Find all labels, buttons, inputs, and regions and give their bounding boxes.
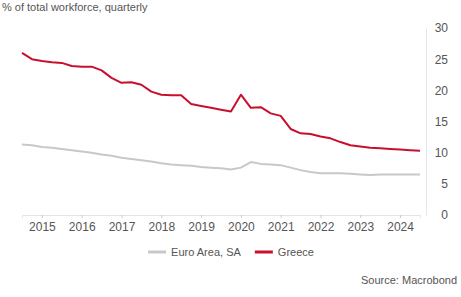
y-tick-label: 30 [435, 21, 449, 35]
x-tick-label: 2024 [387, 220, 414, 234]
x-tick-label: 2023 [347, 220, 374, 234]
chart: % of total workforce, quarterly051015202… [0, 0, 461, 297]
x-tick-label: 2015 [29, 220, 56, 234]
y-axis: 0 5 10 15 20 25 30 [426, 21, 448, 222]
legend-swatch [148, 251, 166, 254]
legend-item: Greece [255, 246, 314, 258]
x-tick: 2019 [188, 215, 215, 234]
x-tick: 2020 [228, 215, 255, 234]
series-line [22, 145, 420, 176]
x-tick-mark [201, 215, 202, 218]
x-tick: 2023 [347, 215, 374, 234]
y-tick: 10 [426, 146, 448, 160]
y-tick: 0 [426, 208, 448, 222]
x-tick-mark [241, 215, 242, 218]
y-tick: 20 [426, 84, 448, 98]
y-tick: 5 [426, 177, 448, 191]
x-tick-mark [122, 215, 123, 218]
y-tick-label: 25 [435, 53, 449, 67]
x-tick: 2024 [387, 215, 414, 234]
x-tick-label: 2019 [188, 220, 215, 234]
x-tick-label: 2016 [69, 220, 96, 234]
y-tick: 30 [426, 21, 448, 35]
x-tick: 2018 [148, 215, 175, 234]
y-axis-line [426, 29, 427, 216]
x-tick-label: 2018 [148, 220, 175, 234]
x-axis: 2015 2016 2017 2018 2019 2020 2021 2022 2023 2024 [23, 215, 421, 234]
x-tick-mark [42, 215, 43, 218]
y-tick-label: 5 [441, 177, 448, 191]
x-tick: 2015 [29, 215, 56, 234]
x-tick: 2017 [109, 215, 136, 234]
legend-item: Euro Area, SA [148, 246, 241, 258]
y-tick: 25 [426, 53, 448, 67]
x-tick-mark [360, 215, 361, 218]
x-tick: 2022 [308, 215, 335, 234]
x-tick-label: 2020 [228, 220, 255, 234]
series-line [22, 53, 420, 151]
y-label: % of total workforce, quarterly [2, 1, 148, 13]
x-tick-mark [400, 215, 401, 218]
x-axis-line [23, 216, 421, 219]
y-tick: 15 [426, 115, 448, 129]
lines [22, 53, 420, 175]
x-tick-mark [161, 215, 162, 218]
y-tick-label: 20 [435, 84, 449, 98]
x-tick-mark [82, 215, 83, 218]
legend-label: Greece [278, 246, 314, 258]
legend-label: Euro Area, SA [171, 246, 241, 258]
x-tick: 2021 [268, 215, 295, 234]
source: Source: Macrobond [361, 274, 457, 286]
y-tick-label: 10 [435, 146, 449, 160]
x-tick-label: 2021 [268, 220, 295, 234]
x-tick-mark [281, 215, 282, 218]
y-tick-label: 0 [441, 208, 448, 222]
x-tick-mark [321, 215, 322, 218]
legend-swatch [255, 251, 273, 254]
legend: Euro Area, SA Greece [148, 246, 314, 258]
x-tick-label: 2022 [308, 220, 335, 234]
x-tick: 2016 [69, 215, 96, 234]
x-tick-label: 2017 [109, 220, 136, 234]
y-tick-label: 15 [435, 115, 449, 129]
